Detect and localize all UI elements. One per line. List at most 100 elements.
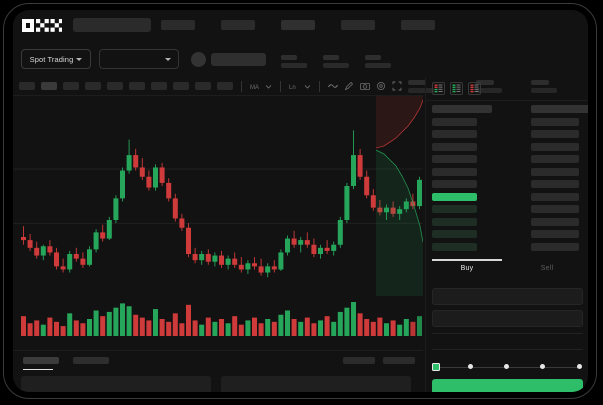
timeframe-button-3[interactable] [63, 82, 79, 90]
timeframe-button-2[interactable] [41, 82, 57, 90]
active-tab-underline [23, 369, 53, 371]
market-type-label: Spot Trading [29, 54, 74, 64]
orderbook-amount-row [531, 242, 579, 251]
price-chart[interactable] [13, 96, 423, 350]
bottom-card-1[interactable] [21, 376, 211, 392]
orderbook-ask-row[interactable] [432, 142, 477, 151]
ticker-stat-2 [323, 55, 349, 68]
app-screen: Spot Trading [13, 10, 588, 392]
nav-item-2[interactable] [221, 20, 255, 30]
bottom-action-1[interactable] [343, 357, 375, 364]
orderbook-header-row [531, 105, 588, 113]
fullscreen-icon[interactable] [392, 81, 402, 91]
stat-label [531, 80, 549, 85]
pair-select-dropdown[interactable] [99, 49, 179, 69]
market-depth-chart [376, 96, 423, 296]
orderbook-bid-row[interactable] [432, 230, 477, 238]
nav-item-3[interactable] [281, 20, 315, 30]
timeframe-button-7[interactable] [151, 82, 167, 90]
orderbook-ask-row[interactable] [432, 117, 477, 126]
slider-stop-25[interactable] [468, 364, 473, 369]
ticker-label [365, 55, 381, 60]
trade-form-tabs: Buy Sell [426, 259, 588, 283]
slider-stop-75[interactable] [540, 364, 545, 369]
orderbook-amount-row [531, 155, 579, 163]
header-stat-2 [476, 80, 502, 93]
search-input[interactable] [73, 18, 151, 32]
amount-slider-handle[interactable] [432, 363, 440, 371]
nav-item-1[interactable] [161, 20, 195, 30]
trade-sidebar: Buy Sell [425, 77, 588, 392]
stat-value [531, 88, 557, 93]
form-divider [432, 333, 583, 334]
okx-logo-icon[interactable] [22, 18, 64, 32]
bottom-card-2[interactable] [221, 376, 411, 392]
timeframe-button-9[interactable] [195, 82, 211, 90]
orderbook-amount-row [531, 117, 579, 126]
orderbook-ask-row[interactable] [432, 167, 477, 176]
toolbar-divider [280, 80, 281, 92]
main-nav [161, 20, 435, 30]
tab-sell[interactable]: Sell [540, 265, 554, 272]
compare-icon[interactable]: Ln [289, 82, 298, 91]
submit-buy-button[interactable] [432, 379, 583, 392]
stat-value [476, 88, 502, 93]
orderbook-bid-row[interactable] [432, 242, 477, 251]
svg-text:MA: MA [250, 85, 259, 91]
indicator-dropdown-icon[interactable] [265, 83, 272, 90]
timeframe-button-4[interactable] [85, 82, 101, 90]
camera-icon[interactable] [360, 81, 370, 91]
pair-name-label [211, 53, 266, 66]
chevron-down-icon [76, 57, 83, 61]
ticker-value [365, 63, 391, 68]
toolbar-divider [241, 80, 242, 92]
candlestick-canvas [13, 130, 423, 336]
orderbook-view-both-icon[interactable] [432, 82, 445, 95]
timeframe-button-5[interactable] [107, 82, 123, 90]
orderbook-amount-row [531, 142, 579, 151]
bottom-tab-order-history[interactable] [73, 357, 109, 364]
slider-stop-50[interactable] [504, 364, 509, 369]
orderbook-ask-row[interactable] [432, 180, 477, 188]
orderbook-ask-row[interactable] [432, 155, 477, 163]
orderbook-ask-row[interactable] [432, 130, 477, 138]
ticker-stat-1 [281, 55, 307, 68]
orders-panel [13, 350, 423, 392]
header-stat-1 [408, 80, 434, 93]
timeframe-button-6[interactable] [129, 82, 145, 90]
amount-input[interactable] [432, 310, 583, 327]
active-tab-underline [432, 259, 502, 261]
settings-icon[interactable] [376, 81, 386, 91]
tab-buy[interactable]: Buy [460, 265, 474, 272]
nav-item-5[interactable] [401, 20, 435, 30]
slider-stop-100[interactable] [577, 364, 582, 369]
bottom-action-2[interactable] [383, 357, 415, 364]
ticker-stat-3 [365, 55, 391, 68]
timeframe-button-10[interactable] [217, 82, 233, 90]
orderbook-bid-row[interactable] [432, 205, 477, 213]
form-divider [432, 349, 583, 350]
timeframe-button-1[interactable] [19, 82, 35, 90]
market-type-dropdown[interactable]: Spot Trading [21, 49, 91, 69]
ticker-value [323, 63, 349, 68]
svg-text:Ln: Ln [289, 85, 296, 91]
line-chart-icon[interactable] [328, 82, 338, 90]
market-subheader: Spot Trading [13, 42, 588, 93]
bottom-tab-open-orders[interactable] [23, 357, 59, 364]
orderbook-amount-row [531, 130, 579, 138]
ticker-label [281, 55, 297, 60]
price-input[interactable] [432, 288, 583, 305]
orderbook-view-bids-icon[interactable] [450, 82, 463, 95]
timeframe-button-8[interactable] [173, 82, 189, 90]
compare-dropdown-icon[interactable] [304, 83, 311, 90]
nav-item-4[interactable] [341, 20, 375, 30]
indicator-icon[interactable]: MA [250, 82, 259, 91]
orderbook-bid-row[interactable] [432, 217, 477, 226]
orderbook-amount-row [531, 205, 579, 213]
orderbook-current-price-row[interactable] [432, 192, 477, 201]
orders-actions [343, 357, 415, 364]
orderbook-view-asks-icon[interactable] [468, 82, 481, 95]
drawing-pencil-icon[interactable] [344, 81, 354, 91]
orderbook-amount-row [531, 180, 579, 188]
